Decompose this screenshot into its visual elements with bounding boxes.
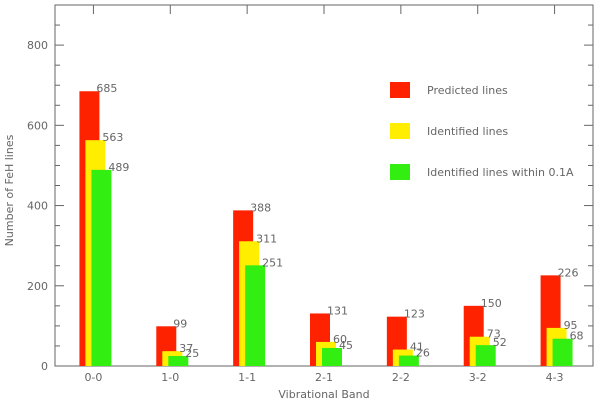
- data-label-2-2-series-1: 41: [410, 341, 424, 354]
- legend: Predicted lines Identified lines Identifie…: [390, 82, 574, 180]
- data-label-1-0-series-2: 25: [185, 347, 199, 360]
- legend-swatch-2: [390, 164, 410, 180]
- bar-2-2-series-2: [398, 355, 419, 366]
- bar-3-2-series-2: [475, 345, 496, 366]
- data-label-1-0-series-0: 99: [173, 317, 187, 330]
- legend-label-0: Predicted lines: [427, 84, 508, 97]
- legend-label-2: Identified lines within 0.1A: [427, 166, 574, 179]
- data-label-4-3-series-2: 68: [570, 330, 584, 343]
- data-label-3-2-series-0: 150: [481, 297, 502, 310]
- x-tick-label: 1-0: [161, 371, 179, 384]
- data-label-1-1-series-1: 311: [256, 232, 277, 245]
- data-label-1-0-series-1: 37: [179, 342, 193, 355]
- data-label-0-0-series-0: 685: [96, 82, 117, 95]
- y-tick-label: 400: [27, 200, 48, 213]
- y-tick-label: 800: [27, 39, 48, 52]
- x-tick-label: 4-3: [546, 371, 564, 384]
- bar-1-0-series-2: [168, 355, 189, 366]
- y-axis-title: Number of FeH lines: [3, 134, 16, 246]
- y-tick-label: 200: [27, 280, 48, 293]
- data-label-1-1-series-0: 388: [250, 201, 271, 214]
- x-tick-label: 3-2: [469, 371, 487, 384]
- data-label-0-0-series-2: 489: [108, 161, 129, 174]
- data-label-1-1-series-2: 251: [262, 256, 283, 269]
- x-tick-label: 0-0: [84, 371, 102, 384]
- x-tick-label: 2-1: [315, 371, 333, 384]
- bar-4-3-series-2: [552, 338, 573, 366]
- legend-swatch-1: [390, 123, 410, 139]
- bar-2-1-series-2: [322, 347, 342, 366]
- data-label-2-1-series-1: 60: [333, 333, 347, 346]
- bar-0-0-series-2: [91, 169, 112, 366]
- data-label-2-1-series-0: 131: [327, 304, 348, 317]
- y-tick-label: 600: [27, 119, 48, 132]
- legend-label-1: Identified lines: [427, 125, 508, 138]
- data-label-3-2-series-2: 52: [493, 336, 507, 349]
- bar-1-1-series-2: [245, 265, 266, 366]
- data-label-0-0-series-1: 563: [102, 131, 123, 144]
- x-axis-title: Vibrational Band: [278, 388, 369, 401]
- y-tick-label: 0: [41, 360, 48, 373]
- legend-swatch-0: [390, 82, 410, 98]
- data-label-2-2-series-2: 26: [416, 347, 430, 360]
- bars: [79, 91, 573, 366]
- data-label-4-3-series-0: 226: [558, 266, 579, 279]
- data-label-4-3-series-1: 95: [564, 319, 578, 332]
- data-label-2-1-series-2: 45: [339, 339, 353, 352]
- data-label-2-2-series-0: 123: [404, 308, 425, 321]
- plot-frame: [54, 4, 594, 367]
- data-label-3-2-series-1: 73: [487, 328, 501, 341]
- x-tick-label: 2-2: [392, 371, 410, 384]
- x-tick-label: 1-1: [238, 371, 256, 384]
